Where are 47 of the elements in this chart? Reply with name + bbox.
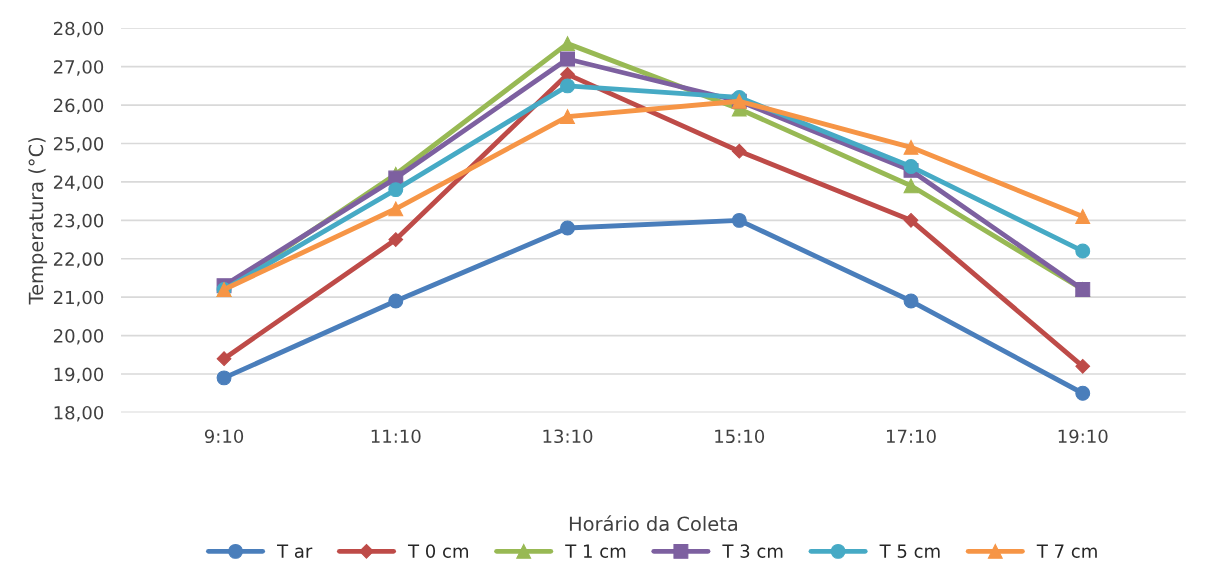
legend-label: T ar (277, 544, 313, 558)
point (903, 293, 919, 309)
y-tick-label: 28,00 (53, 21, 104, 38)
legend-label: T 3 cm (722, 544, 783, 558)
point (560, 36, 575, 52)
point (903, 178, 919, 194)
point (1075, 358, 1091, 374)
point (731, 143, 747, 159)
point (1075, 385, 1091, 401)
y-tick-label: 24,00 (53, 175, 104, 191)
point (388, 201, 404, 217)
point (903, 212, 919, 228)
point (903, 139, 919, 155)
point (216, 351, 232, 367)
y-tick-label: 20,00 (53, 329, 104, 345)
point (560, 109, 575, 125)
x-tick-label: 19:10 (1058, 429, 1108, 444)
point (560, 78, 575, 94)
legend-label: T 0 cm (407, 544, 468, 558)
y-tick-label: 19,00 (54, 367, 104, 383)
x-tick-label: 15:10 (715, 429, 765, 444)
y-axis-title: Temperatura (°C) (28, 137, 48, 305)
point (388, 182, 404, 198)
y-tick-label: 27,00 (53, 60, 104, 76)
y-tick-label: 21,00 (53, 290, 104, 307)
y-tick-label: 25,00 (53, 136, 104, 153)
legend-label: T 7 cm (1036, 544, 1097, 558)
point (388, 232, 404, 247)
y-tick-label: 22,00 (53, 252, 104, 268)
point (731, 212, 747, 228)
legend-label: T 5 cm (879, 544, 940, 558)
point (560, 66, 575, 82)
legend-label: T 1 cm (565, 544, 626, 558)
y-tick-label: 18,00 (54, 405, 104, 422)
point (216, 370, 232, 386)
y-tick-label: 26,00 (53, 98, 104, 115)
point (560, 220, 575, 236)
x-tick-label: 11:10 (371, 429, 421, 444)
x-tick-label: 13:10 (543, 429, 593, 444)
point (1075, 243, 1091, 259)
point (388, 293, 404, 309)
x-tick-label: 9:10 (204, 429, 244, 444)
y-tick-label: 23,00 (53, 213, 104, 230)
point (1075, 209, 1091, 224)
x-tick-label: 17:10 (886, 429, 936, 444)
point (560, 51, 575, 67)
x-axis-title: Horário da Coleta (569, 515, 737, 532)
